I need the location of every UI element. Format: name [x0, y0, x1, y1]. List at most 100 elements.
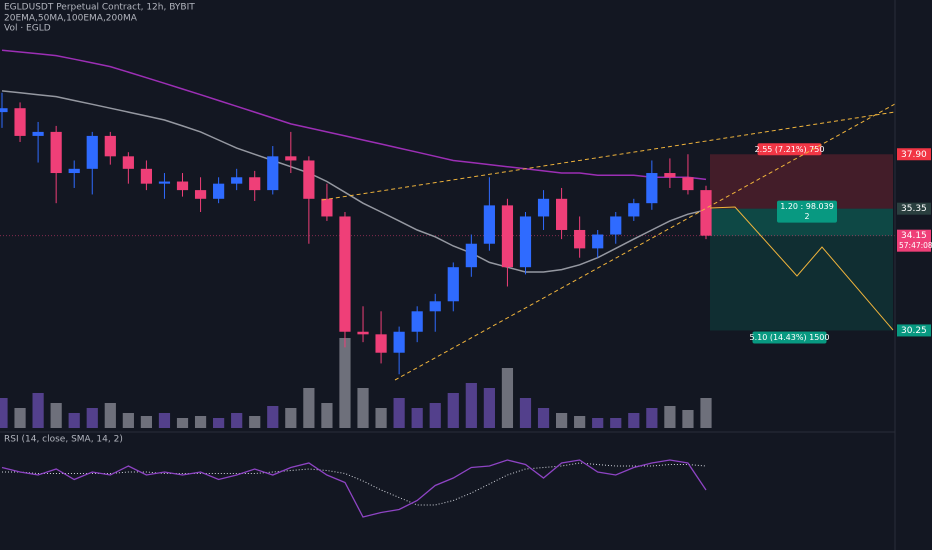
- candle-body: [213, 183, 225, 199]
- volume-bar: [14, 408, 26, 428]
- candle-body: [339, 216, 351, 332]
- candle-body: [592, 234, 604, 249]
- volume-bar: [357, 388, 369, 428]
- drawings: [321, 103, 896, 381]
- candle-body: [610, 216, 622, 235]
- candle-body: [303, 160, 315, 199]
- target-price: 30.25: [901, 326, 927, 336]
- volume-bar: [104, 403, 116, 428]
- candle-body: [86, 135, 98, 169]
- volume-bar: [176, 418, 189, 428]
- volume-bar: [393, 398, 405, 428]
- candle-body: [176, 181, 189, 191]
- volume-bar: [231, 413, 243, 428]
- candle-body: [393, 331, 405, 353]
- volume-pane: [0, 338, 712, 428]
- volume-bar: [610, 418, 622, 428]
- volume-bar: [339, 338, 351, 428]
- rsi-pane: [1, 459, 707, 518]
- volume-bar: [700, 398, 712, 428]
- candle-body: [375, 334, 387, 353]
- current-price-box: [897, 229, 931, 242]
- trend-line: [321, 111, 896, 201]
- candle-body: [555, 198, 568, 230]
- volume-bar: [646, 408, 658, 428]
- volume-label: Vol · EGLD: [4, 24, 51, 34]
- candle-body: [411, 311, 423, 332]
- volume-bar: [285, 408, 297, 428]
- candle-body: [664, 173, 676, 178]
- volume-bar: [50, 403, 62, 428]
- volume-bar: [0, 398, 8, 428]
- volume-bar: [32, 393, 44, 428]
- projection-path: [709, 206, 894, 331]
- stop-zone: [710, 154, 893, 209]
- volume-bar: [267, 406, 279, 428]
- candle-body: [519, 216, 532, 268]
- candle-body: [231, 177, 243, 184]
- ratio-label: 1.20 : 98.039: [780, 202, 834, 211]
- volume-bar: [537, 408, 550, 428]
- candle-body: [0, 108, 8, 113]
- candle-body: [483, 205, 495, 244]
- volume-bar: [628, 413, 640, 428]
- moving-average: [1, 49, 707, 181]
- candle-body: [158, 181, 171, 184]
- ratio-box: [777, 200, 837, 223]
- candle-body: [194, 190, 207, 199]
- current-price: 34.15: [901, 231, 927, 241]
- volume-bar: [375, 408, 387, 428]
- volume-bar: [592, 418, 604, 428]
- volume-bar: [555, 413, 568, 428]
- candle-body: [537, 198, 550, 217]
- candle-body: [429, 301, 441, 312]
- volume-bar: [194, 416, 207, 428]
- volume-bar: [249, 416, 261, 428]
- candle-body: [50, 131, 62, 174]
- candle-body: [32, 131, 44, 136]
- candles: [0, 92, 712, 375]
- volume-bar: [122, 413, 134, 428]
- candle-body: [249, 177, 261, 191]
- entry-price: 35.35: [901, 204, 927, 214]
- volume-bar: [158, 413, 171, 428]
- volume-bar: [682, 410, 694, 428]
- target-zone: [710, 208, 893, 331]
- stop-price: 37.90: [901, 150, 927, 160]
- candle-body: [68, 168, 80, 174]
- volume-bar: [447, 393, 459, 428]
- volume-bar: [411, 408, 423, 428]
- candle-body: [682, 177, 694, 191]
- volume-bar: [574, 416, 586, 428]
- candle-body: [628, 203, 640, 217]
- indicators-label: 20EMA,50MA,100EMA,200MA: [4, 14, 138, 24]
- volume-bar: [519, 398, 532, 428]
- ratio-value: 2: [804, 212, 809, 221]
- candle-body: [122, 156, 134, 169]
- stop-label-box: [757, 143, 822, 156]
- volume-bar: [483, 388, 495, 428]
- volume-bar: [213, 418, 225, 428]
- volume-bar: [321, 403, 333, 428]
- moving-average: [1, 90, 707, 273]
- candle-body: [646, 173, 658, 204]
- candle-body: [321, 198, 333, 217]
- volume-bar: [429, 403, 441, 428]
- target-price-box: [897, 324, 931, 337]
- candle-body: [447, 267, 459, 302]
- candle-body: [574, 229, 586, 249]
- stop-label: 2.55 (7.21%) 750: [755, 145, 825, 154]
- candle-body: [140, 168, 153, 184]
- rsi-title: RSI (14, close, SMA, 14, 2): [4, 435, 123, 445]
- candle-body: [501, 205, 514, 268]
- stop-price-box: [897, 148, 931, 161]
- moving-averages: [1, 49, 707, 273]
- target-label-box: [752, 331, 827, 344]
- target-label: 5.10 (14.43%) 1500: [749, 333, 829, 342]
- candle-body: [357, 331, 369, 335]
